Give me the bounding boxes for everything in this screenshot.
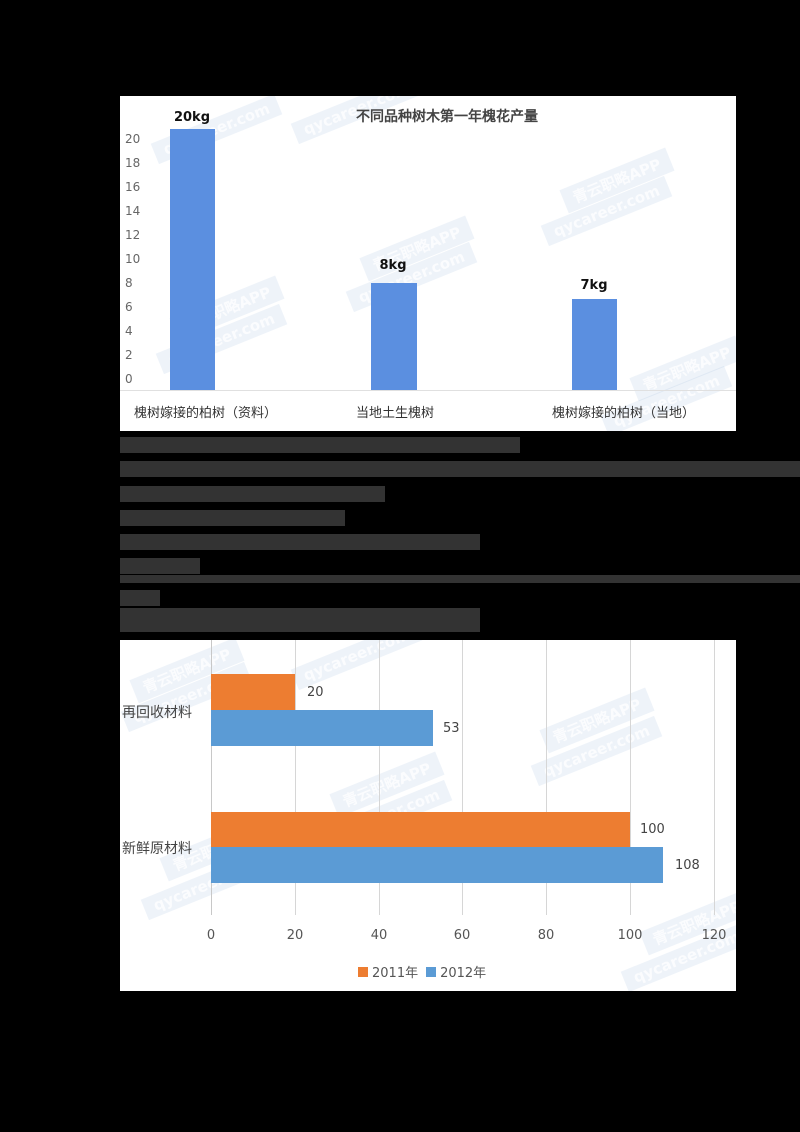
gridline <box>295 640 296 915</box>
data-label: 53 <box>443 721 460 736</box>
chart-tree-yield: qycareer.com qycareer.com 青云职略APP qycare… <box>120 96 736 431</box>
bar <box>572 299 617 391</box>
legend-swatch-2011 <box>358 966 368 977</box>
x-tick: 120 <box>701 928 727 943</box>
watermark: 青云职略APP <box>629 335 736 402</box>
watermark: 青云职略APP <box>639 889 736 956</box>
y-tick: 10 <box>125 252 141 266</box>
watermark: 青云职略APP <box>559 147 675 214</box>
legend: 2011年 2012年 <box>358 962 486 981</box>
watermark: qycareer.com <box>600 365 733 431</box>
y-tick: 8 <box>125 276 133 290</box>
y-axis-line <box>211 640 212 915</box>
x-category-label: 槐树嫁接的柏树（当地） <box>552 406 696 421</box>
y-tick: 20 <box>125 132 141 146</box>
watermark: qycareer.com <box>290 640 423 691</box>
bar-2011 <box>211 674 295 710</box>
watermark: 青云职略APP <box>539 687 655 754</box>
y-category-label: 再回收材料 <box>122 705 192 721</box>
y-tick: 0 <box>125 372 133 386</box>
bar-2012 <box>211 847 663 883</box>
gridline <box>462 640 463 915</box>
y-category-label: 新鲜原材料 <box>122 841 192 857</box>
bar-2012 <box>211 710 433 746</box>
watermark: qycareer.com <box>530 715 663 787</box>
x-tick: 60 <box>453 928 471 943</box>
chart-title: 不同品种树木第一年槐花产量 <box>356 109 538 125</box>
watermark: 青云职略APP <box>329 751 445 818</box>
data-label: 108 <box>675 858 700 873</box>
data-label: 7kg <box>580 278 608 293</box>
data-label: 20kg <box>173 110 211 125</box>
bar <box>371 283 417 391</box>
data-label: 8kg <box>379 258 407 273</box>
y-tick: 6 <box>125 300 133 314</box>
legend-label: 2011年 <box>372 966 419 981</box>
data-label: 100 <box>640 822 665 837</box>
x-tick: 40 <box>370 928 388 943</box>
gridline <box>379 640 380 915</box>
data-label: 20 <box>307 685 324 700</box>
x-category-label: 槐树嫁接的柏树（资料） <box>134 406 278 421</box>
y-tick: 2 <box>125 348 133 362</box>
x-tick: 20 <box>286 928 304 943</box>
gridline <box>630 640 631 915</box>
y-tick: 18 <box>125 156 141 170</box>
x-axis-line <box>120 390 736 391</box>
x-tick: 100 <box>617 928 643 943</box>
y-tick: 4 <box>125 324 133 338</box>
legend-swatch-2012 <box>426 966 437 977</box>
x-category-label: 当地土生槐树 <box>356 406 435 421</box>
gridline <box>546 640 547 915</box>
bar <box>170 129 215 391</box>
y-tick: 14 <box>125 204 141 218</box>
bar-2011 <box>211 812 630 847</box>
chart-material-usage: 青云职略APP qycareer.com qycareer.com 青云职略AP… <box>120 640 736 991</box>
legend-label: 2012年 <box>440 966 487 981</box>
y-tick: 16 <box>125 180 141 194</box>
x-tick: 80 <box>537 928 555 943</box>
x-tick: 0 <box>206 928 216 943</box>
y-tick: 12 <box>125 228 141 242</box>
gridline <box>714 640 715 915</box>
watermark: qycareer.com <box>540 175 673 247</box>
